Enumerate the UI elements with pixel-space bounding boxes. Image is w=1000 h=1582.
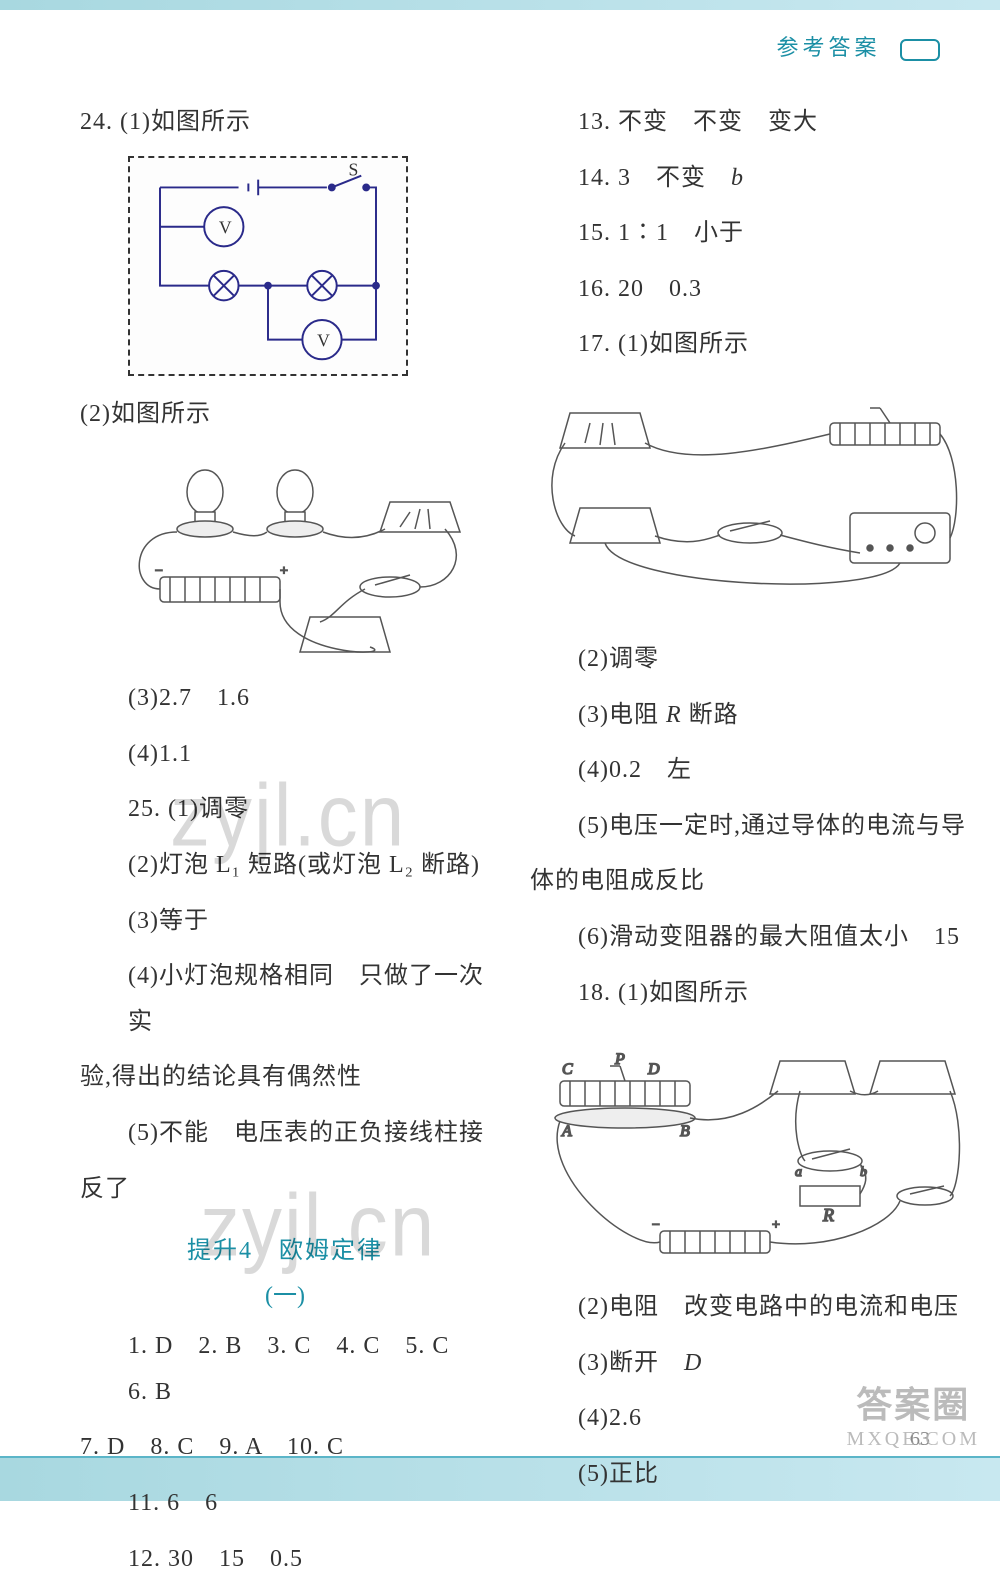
page-header: 参考答案 (776, 30, 940, 62)
content-area: 24. (1)如图所示 (60, 100, 940, 1441)
header-badge-icon (900, 39, 940, 61)
voltmeter-label-2: V (317, 330, 330, 350)
left-column: 24. (1)如图所示 (60, 100, 510, 1441)
q14: 14. 3 不变 b (530, 156, 970, 202)
q17-2: (2)调零 (530, 637, 970, 683)
q25-1: 25. (1)调零 (80, 787, 490, 833)
q25-3: (3)等于 (80, 899, 490, 945)
switch-label: S (349, 159, 359, 179)
q16: 16. 20 0.3 (530, 267, 970, 313)
label-P: P (614, 1051, 625, 1068)
q18-2: (2)电阻 改变电路中的电流和电压 (530, 1285, 970, 1331)
voltmeter-label: V (219, 217, 232, 237)
q18-5: (5)正比 (530, 1452, 970, 1498)
right-column: 13. 不变 不变 变大 14. 3 不变 b 15. 1∶1 小于 16. 2… (510, 100, 990, 1441)
circuit-diagram-box: V V S (128, 156, 408, 376)
q25-5a: (5)不能 电压表的正负接线柱接 (80, 1111, 490, 1157)
corner-logo: 答案圈 MXQE.COM (847, 1376, 980, 1451)
label-D: D (647, 1061, 660, 1078)
q25-4b: 验,得出的结论具有偶然性 (80, 1055, 490, 1101)
q24-1: 24. (1)如图所示 (80, 100, 490, 146)
q25-2: (2)灯泡 L₁ 短路(或灯泡 L₂ 断路) (80, 843, 490, 889)
wiring-diagram-1: − + (110, 457, 490, 657)
q25-4a: (4)小灯泡规格相同 只做了一次实 (80, 954, 490, 1045)
q17-6: (6)滑动变阻器的最大阻值太小 15 (530, 915, 970, 961)
section-title: 提升4 欧姆定律 (80, 1230, 490, 1265)
logo-text: 答案圈 (847, 1376, 980, 1428)
q12: 12. 30 15 0.5 (80, 1537, 490, 1582)
q17-5a: (5)电压一定时,通过导体的电流与导 (530, 804, 970, 850)
q24-3: (3)2.7 1.6 (80, 676, 490, 722)
q17-5b: 体的电阻成反比 (530, 859, 970, 905)
svg-text:−: − (652, 1218, 660, 1233)
circuit-diagram-svg: V V S (130, 158, 406, 374)
logo-url: MXQE.COM (847, 1428, 980, 1451)
q17-3: (3)电阻 R 断路 (530, 693, 970, 739)
q13: 13. 不变 不变 变大 (530, 100, 970, 146)
q17-3-R: R (666, 702, 682, 728)
mc-row-2: 7. D 8. C 9. A 10. C (80, 1425, 490, 1471)
section-subtitle: (一) (80, 1275, 490, 1310)
header-title: 参考答案 (776, 35, 880, 60)
label-B: B (680, 1123, 690, 1140)
label-A: A (561, 1123, 572, 1140)
label-a: a (795, 1165, 802, 1180)
q24-2: (2)如图所示 (80, 392, 490, 438)
svg-text:−: − (155, 564, 163, 579)
svg-text:+: + (280, 564, 288, 579)
q25-5b: 反了 (80, 1167, 490, 1213)
label-R: R (822, 1205, 834, 1225)
q15: 15. 1∶1 小于 (530, 211, 970, 257)
q11: 11. 6 6 (80, 1481, 490, 1527)
q17-4: (4)0.2 左 (530, 748, 970, 794)
wiring-diagram-3: C P D A B a b R − (530, 1036, 970, 1266)
q18-1: 18. (1)如图所示 (530, 971, 970, 1017)
q18-3-D: D (684, 1350, 702, 1376)
q17-1: 17. (1)如图所示 (530, 322, 970, 368)
q14-b: b (731, 165, 744, 191)
wiring-diagram-2 (530, 388, 970, 618)
page-border-top (0, 0, 1000, 10)
q24-4: (4)1.1 (80, 732, 490, 778)
label-C: C (562, 1061, 573, 1078)
mc-row-1: 1. D 2. B 3. C 4. C 5. C 6. B (80, 1324, 490, 1415)
